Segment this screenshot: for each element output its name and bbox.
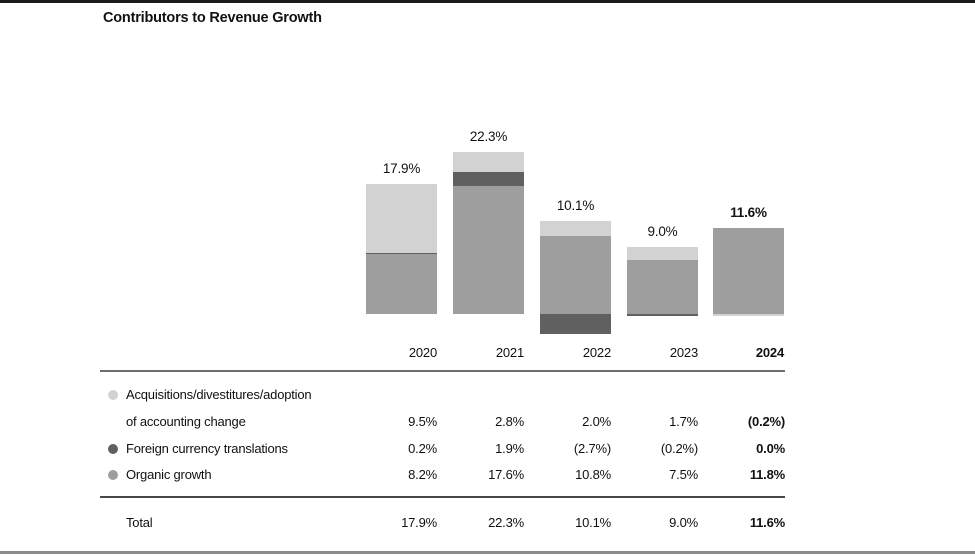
- bar-total-label-2021: 22.3%: [469, 129, 508, 145]
- cell-2022: 2.0%: [582, 414, 611, 429]
- bar-total-label-2024: 11.6%: [730, 205, 767, 221]
- legend-bullet-acquisitions: [108, 390, 118, 400]
- cell-2022: (2.7%): [573, 441, 611, 456]
- row-label: Organic growth: [126, 467, 212, 482]
- legend-bullet-foreign-currency: [108, 444, 118, 454]
- axis-label-2020: 2020: [408, 345, 437, 360]
- bar-total-label-2020: 17.9%: [382, 160, 421, 176]
- bar-segment-foreign-currency-2023: [627, 314, 698, 316]
- cell-2021: 17.6%: [488, 467, 524, 482]
- cell-2023: 7.5%: [669, 467, 698, 482]
- axis-label-2023: 2023: [669, 345, 698, 360]
- stacked-bar-chart: 17.9% 22.3% 10.1% 9.0% 11.6%: [366, 129, 784, 334]
- axis-label-2021: 2021: [495, 345, 524, 360]
- row-label: of accounting change: [126, 414, 246, 429]
- cell-2022: 10.1%: [575, 515, 611, 530]
- bar-segment-acquisitions-2022: [540, 221, 611, 236]
- table-rule-top: [100, 370, 785, 372]
- cell-2021: 1.9%: [495, 441, 524, 456]
- cell-2023: 1.7%: [669, 414, 698, 429]
- bottom-border-line: [0, 551, 975, 554]
- bar-segment-foreign-currency-2021: [453, 172, 524, 187]
- bar-segment-organic-2020: [366, 254, 437, 314]
- cell-2020: 0.2%: [408, 441, 437, 456]
- bar-total-label-2022: 10.1%: [556, 198, 595, 214]
- axis-label-2024: 2024: [755, 345, 784, 360]
- page-title: Contributors to Revenue Growth: [103, 10, 322, 26]
- cell-2024: 0.0%: [756, 441, 785, 456]
- cell-2024: (0.2%): [747, 414, 785, 429]
- table-row-acquisitions-line1: Acquisitions/divestitures/adoption: [100, 386, 785, 404]
- cell-2021: 22.3%: [488, 515, 524, 530]
- bar-segment-acquisitions-2024: [713, 314, 784, 316]
- bar-segment-organic-2022: [540, 235, 611, 314]
- data-table: Acquisitions/divestitures/adoption of ac…: [100, 0, 785, 556]
- cell-2020: 17.9%: [401, 515, 437, 530]
- legend-bullet-organic-growth: [108, 470, 118, 480]
- bar-segment-foreign-currency-2020: [366, 252, 437, 255]
- row-label: Acquisitions/divestitures/adoption: [126, 387, 312, 402]
- bar-segment-organic-2021: [453, 186, 524, 314]
- bar-segment-foreign-currency-2022: [540, 314, 611, 334]
- cell-2020: 9.5%: [408, 414, 437, 429]
- table-rule-above-total: [100, 496, 785, 498]
- cell-2023: (0.2%): [660, 441, 698, 456]
- table-row-total: Total 17.9% 22.3% 10.1% 9.0% 11.6%: [100, 514, 785, 532]
- row-label: Total: [126, 515, 153, 530]
- cell-2024: 11.8%: [749, 467, 785, 482]
- bar-segment-acquisitions-2021: [453, 152, 524, 173]
- bar-segment-acquisitions-2023: [627, 247, 698, 260]
- bar-segment-organic-2023: [627, 259, 698, 314]
- bar-segment-organic-2024: [713, 228, 784, 314]
- cell-2024: 11.6%: [749, 515, 785, 530]
- table-row-foreign-currency: Foreign currency translations 0.2% 1.9% …: [100, 440, 785, 458]
- bar-segment-acquisitions-2020: [366, 183, 437, 253]
- bar-total-label-2023: 9.0%: [647, 224, 678, 240]
- cell-2021: 2.8%: [495, 414, 524, 429]
- axis-label-2022: 2022: [582, 345, 611, 360]
- table-row-acquisitions-line2: of accounting change 9.5% 2.8% 2.0% 1.7%…: [100, 413, 785, 431]
- cell-2022: 10.8%: [575, 467, 611, 482]
- row-label: Foreign currency translations: [126, 441, 288, 456]
- cell-2023: 9.0%: [669, 515, 698, 530]
- cell-2020: 8.2%: [408, 467, 437, 482]
- table-row-organic-growth: Organic growth 8.2% 17.6% 10.8% 7.5% 11.…: [100, 466, 785, 484]
- top-border-line: [0, 0, 975, 3]
